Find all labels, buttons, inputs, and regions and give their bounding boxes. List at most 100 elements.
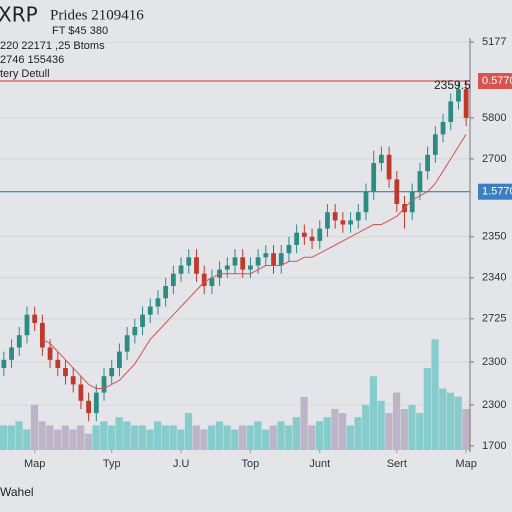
x-tick-label: Sert <box>387 458 407 470</box>
candle-body <box>379 154 384 163</box>
info-text: 2746 155436 <box>0 54 64 66</box>
volume-bar <box>100 421 108 450</box>
candle-body <box>124 335 130 352</box>
y-tick-label: 2300 <box>482 399 506 411</box>
volume-bar <box>315 421 324 450</box>
volume-bar <box>423 368 431 450</box>
candle-body <box>394 179 400 204</box>
y-tick-label: 2340 <box>482 272 506 284</box>
candle-body <box>432 134 438 155</box>
volume-bar <box>339 413 347 450</box>
candle-body <box>194 257 199 274</box>
candle-body <box>301 232 307 237</box>
candle-body <box>101 376 107 393</box>
candle-body <box>340 220 346 225</box>
candle-body <box>409 191 415 213</box>
volume-bar <box>146 429 154 450</box>
candle-body <box>163 286 169 299</box>
volume-bar <box>261 429 270 450</box>
y-tick-label: 2350 <box>482 231 506 243</box>
volume-bar <box>169 425 177 450</box>
candle-body <box>209 277 215 286</box>
candle-body <box>224 265 230 270</box>
volume-bar <box>246 425 254 450</box>
volume-bar <box>300 396 308 450</box>
volume-bar <box>308 425 316 450</box>
candle-body <box>286 245 292 254</box>
volume-bar <box>154 421 162 450</box>
volume-bar <box>377 400 385 450</box>
volume-bar <box>277 421 285 450</box>
candle-body <box>325 212 330 229</box>
volume-bar <box>385 413 393 450</box>
volume-bar <box>269 425 277 450</box>
level-label-box <box>478 73 512 89</box>
volume-bar <box>346 425 354 450</box>
volume-bar <box>439 388 447 450</box>
x-tick-label: J.U <box>173 458 190 470</box>
y-tick-label: 2725 <box>482 313 506 325</box>
candle-body <box>16 335 22 348</box>
y-tick-label: 5177 <box>482 36 506 48</box>
candle-body <box>456 89 461 102</box>
candle-body <box>132 327 138 336</box>
candle-body <box>201 273 207 286</box>
volume-bar <box>177 429 185 450</box>
volume-bar <box>215 421 223 450</box>
volume-bar <box>38 421 46 450</box>
candle-body <box>55 359 61 368</box>
candle-body <box>9 347 14 360</box>
y-tick-label: 2700 <box>482 153 506 165</box>
volume-bar <box>285 425 293 450</box>
volume-bar <box>369 376 378 450</box>
volume-bar <box>462 409 470 450</box>
candle-body <box>348 220 353 225</box>
candle-body <box>255 257 261 266</box>
x-tick-label: Top <box>242 458 260 470</box>
volume-bar <box>323 417 331 450</box>
volume-bar <box>454 396 462 450</box>
candle-body <box>39 322 45 348</box>
candle-body <box>317 228 323 241</box>
candle-body <box>448 101 454 122</box>
candle-body <box>117 351 122 368</box>
volume-bar <box>123 421 131 450</box>
volume-bar <box>362 404 370 450</box>
candle-body <box>363 191 369 213</box>
volume-bar <box>400 409 408 450</box>
candle-body <box>109 368 115 377</box>
footer-label: Wahel <box>0 485 34 499</box>
x-tick-label: Map <box>455 458 476 470</box>
volume-bar <box>23 429 31 450</box>
volume-bar <box>431 339 439 450</box>
info-text: 220 22171 ,25 Btoms <box>0 40 105 52</box>
volume-bar <box>115 417 123 450</box>
volume-bar <box>208 425 216 450</box>
candle-body <box>463 89 469 118</box>
candle-body <box>263 253 269 258</box>
volume-bar <box>7 425 15 450</box>
candle-body <box>32 314 38 323</box>
candle-body <box>278 253 284 266</box>
candle-body <box>147 306 153 315</box>
candle-body <box>186 257 192 266</box>
candle-body <box>86 400 91 414</box>
candle-body <box>371 163 377 192</box>
volume-bar <box>30 404 39 450</box>
volume-bar <box>161 425 170 450</box>
volume-bar <box>408 404 416 450</box>
volume-bar <box>77 425 85 450</box>
volume-bar <box>138 425 146 450</box>
y-tick-label: 2300 <box>482 356 506 368</box>
candle-body <box>1 359 7 368</box>
volume-bar <box>92 425 100 450</box>
volume-bar <box>446 392 455 450</box>
candle-body <box>271 253 276 266</box>
candle-body <box>78 384 84 401</box>
volume-bar <box>200 429 208 450</box>
x-tick-label: Map <box>24 458 45 470</box>
moving-average-line <box>42 134 467 389</box>
y-tick-label: 5800 <box>482 112 506 124</box>
candle-body <box>140 314 145 327</box>
